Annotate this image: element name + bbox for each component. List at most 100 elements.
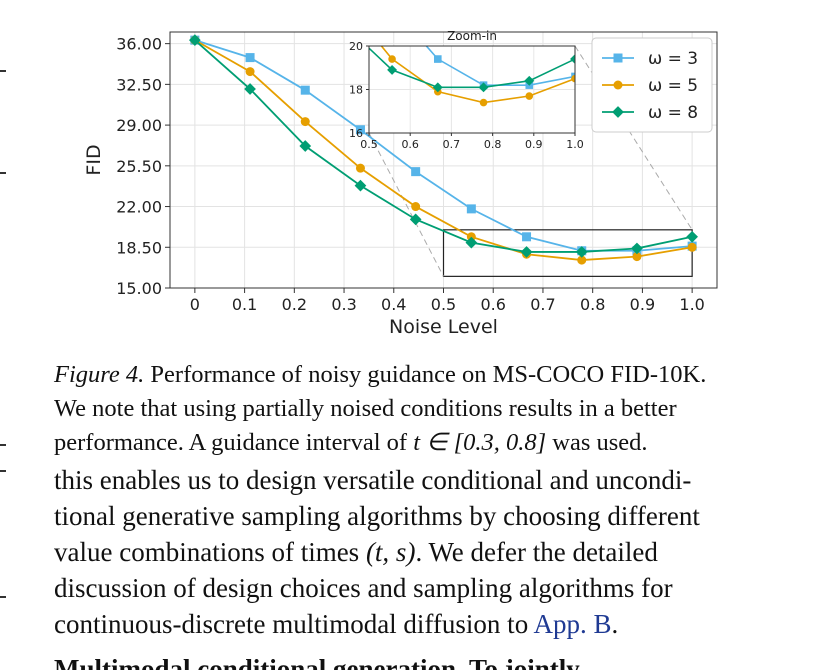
square-marker bbox=[434, 55, 442, 63]
zoom-connector bbox=[574, 45, 693, 231]
diamond-marker bbox=[244, 83, 256, 95]
diamond-marker bbox=[478, 82, 489, 93]
caption-text-1: Performance of noisy guidance on MS-COCO… bbox=[150, 361, 707, 388]
body-line-3b: . We defer the detailed bbox=[415, 537, 658, 567]
x-tick-label: 0.1 bbox=[232, 295, 257, 314]
x-tick-label: 0.4 bbox=[381, 295, 406, 314]
body-line-5a: continuous-discrete multimodal diffusion… bbox=[54, 609, 534, 639]
circle-marker bbox=[571, 74, 575, 83]
appendix-link[interactable]: App. B bbox=[533, 609, 612, 639]
inset-x-tick-label: 1.0 bbox=[566, 138, 584, 151]
x-tick-label: 0.5 bbox=[431, 295, 456, 314]
inset-y-tick-label: 18 bbox=[349, 84, 363, 97]
circle-marker bbox=[613, 80, 623, 90]
x-tick-label: 1.0 bbox=[679, 295, 704, 314]
figure-label: Figure 4. bbox=[54, 361, 145, 388]
caption-text-3a: performance. A guidance interval of bbox=[54, 429, 414, 456]
diamond-marker bbox=[686, 230, 698, 243]
body-line-5b: . bbox=[611, 609, 619, 639]
zoom-connector bbox=[368, 132, 444, 277]
body-math: (t, s) bbox=[365, 537, 416, 567]
diamond-marker bbox=[520, 246, 533, 258]
body-line-4: discussion of design choices and samplin… bbox=[54, 573, 673, 603]
series-circle bbox=[190, 35, 697, 265]
series-diamond bbox=[189, 34, 698, 258]
body-line-2: tional generative sampling algorithms by… bbox=[54, 501, 700, 531]
square-marker bbox=[388, 3, 396, 11]
y-axis-label: FID bbox=[83, 144, 105, 175]
diamond-marker bbox=[354, 179, 367, 192]
diamond-marker bbox=[409, 213, 422, 226]
inset-x-tick-label: 0.9 bbox=[525, 138, 543, 151]
series-line bbox=[194, 39, 693, 261]
square-marker bbox=[522, 232, 532, 242]
inset-x-tick-label: 0.5 bbox=[360, 138, 378, 151]
margin-mark bbox=[0, 470, 6, 472]
body-line-3: value combinations of times (t, s). We d… bbox=[54, 534, 774, 570]
inset-series-line bbox=[369, 47, 575, 89]
legend-label: ω = 8 bbox=[648, 103, 698, 123]
body-line-1: this enables us to design versatile cond… bbox=[54, 465, 692, 495]
caption-text-3b: was used. bbox=[546, 429, 648, 456]
circle-marker bbox=[687, 242, 697, 252]
square-marker bbox=[300, 85, 310, 95]
circle-marker bbox=[577, 255, 587, 265]
inset-x-tick-label: 0.7 bbox=[443, 138, 461, 151]
margin-mark bbox=[0, 70, 6, 72]
diamond-marker bbox=[387, 64, 398, 75]
inset-y-tick-label: 16 bbox=[349, 127, 363, 140]
diamond-marker bbox=[524, 75, 535, 86]
y-axis-ticks: 15.00 18.50 22.00 25.50 29.00 32.50 36.00 bbox=[116, 35, 170, 298]
y-tick-label: 22.00 bbox=[116, 198, 162, 217]
inset-series-line bbox=[380, 46, 575, 104]
zoom-box bbox=[442, 229, 693, 277]
body-paragraph: this enables us to design versatile cond… bbox=[54, 462, 774, 642]
legend-label: ω = 5 bbox=[648, 76, 698, 96]
margin-mark bbox=[0, 172, 6, 174]
margin-mark bbox=[0, 444, 6, 446]
square-marker bbox=[613, 53, 623, 63]
x-tick-label: 0.7 bbox=[530, 295, 555, 314]
section-heading-cut: Multimodal conditional generation. To jo… bbox=[54, 654, 580, 670]
y-tick-label: 29.00 bbox=[116, 116, 162, 135]
inset-series-group bbox=[369, 3, 575, 107]
square-marker bbox=[355, 125, 365, 135]
body-line-3a: value combinations of times bbox=[54, 537, 366, 567]
x-tick-label: 0.6 bbox=[481, 295, 506, 314]
inset-x-tick-label: 0.8 bbox=[484, 138, 502, 151]
diamond-marker bbox=[189, 34, 201, 46]
inset-x-tick-label: 0.6 bbox=[401, 138, 419, 151]
y-tick-label: 32.50 bbox=[116, 75, 162, 94]
square-marker bbox=[245, 53, 255, 63]
series-line bbox=[194, 39, 693, 253]
x-tick-label: 0.2 bbox=[282, 295, 307, 314]
inset-series-diamond bbox=[369, 47, 575, 93]
square-marker bbox=[411, 167, 421, 177]
zoom-inset: 0.5 0.6 0.7 0.8 0.9 1.0 16 18 20 bbox=[349, 3, 584, 151]
diamond-marker bbox=[299, 140, 312, 152]
margin-mark bbox=[0, 596, 6, 598]
figure-caption: Figure 4. Performance of noisy guidance … bbox=[54, 358, 774, 460]
circle-marker bbox=[388, 55, 396, 63]
legend-label: ω = 3 bbox=[648, 49, 698, 69]
square-marker bbox=[466, 204, 476, 214]
inset-title: Zoom-in bbox=[447, 29, 497, 43]
caption-text-2: We note that using partially noised cond… bbox=[54, 395, 677, 422]
diamond-marker bbox=[432, 82, 443, 93]
main-series-group bbox=[189, 34, 698, 265]
fid-noise-chart: 0 0.1 0.2 0.3 0.4 0.5 0.6 0.7 0.8 0.9 1.0 15.00 18.… bbox=[83, 3, 718, 338]
x-axis-ticks: 0 0.1 0.2 0.3 0.4 0.5 0.6 0.7 0.8 0.9 1.0 bbox=[190, 288, 705, 314]
zoom-region bbox=[368, 45, 693, 277]
diamond-marker bbox=[465, 236, 478, 249]
diamond-marker bbox=[612, 106, 624, 118]
x-axis-label: Noise Level bbox=[389, 316, 498, 338]
circle-marker bbox=[300, 117, 310, 127]
y-tick-label: 25.50 bbox=[116, 157, 162, 176]
x-tick-label: 0.3 bbox=[331, 295, 356, 314]
diamond-marker bbox=[570, 54, 575, 64]
legend: ω = 3 ω = 5 ω = 8 bbox=[591, 37, 713, 133]
circle-marker bbox=[245, 67, 255, 77]
body-line-5: continuous-discrete multimodal diffusion… bbox=[54, 606, 774, 642]
x-tick-label: 0.9 bbox=[630, 295, 655, 314]
x-tick-label: 0 bbox=[190, 295, 200, 314]
